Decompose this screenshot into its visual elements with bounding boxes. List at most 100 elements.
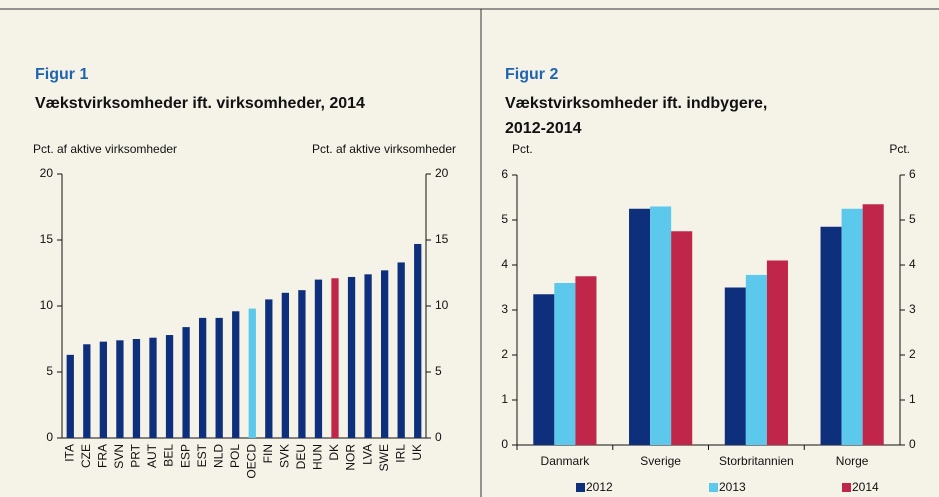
- x-tick-label: FRA: [96, 444, 110, 468]
- y-tick-label: 4: [501, 257, 508, 271]
- bar: [215, 317, 223, 438]
- bar: [331, 278, 339, 438]
- figure-label: Figur 1: [35, 66, 89, 83]
- x-tick-label: ITA: [62, 444, 76, 462]
- bar: [116, 340, 124, 438]
- y-tick-label: 3: [501, 302, 508, 316]
- x-tick-label: HUN: [311, 444, 325, 470]
- y2-tick-label: 5: [909, 212, 916, 226]
- x-tick-label: POL: [228, 444, 242, 468]
- y-tick-label: 6: [501, 167, 508, 181]
- bar: [745, 274, 767, 445]
- x-tick-label: SVN: [112, 444, 126, 469]
- y-axis-label: Pct.: [512, 142, 533, 156]
- bar: [281, 292, 290, 438]
- x-tick-label: IRL: [393, 444, 407, 463]
- y2-tick-label: 5: [435, 364, 442, 378]
- bar: [232, 311, 240, 438]
- bar: [66, 354, 74, 438]
- bar: [629, 208, 651, 445]
- y-tick-label: 5: [46, 364, 53, 378]
- x-tick-label: DK: [327, 444, 341, 461]
- x-tick-label: SVK: [278, 444, 292, 468]
- bar: [650, 206, 672, 445]
- x-tick-label: LVA: [360, 444, 374, 465]
- bar: [298, 290, 306, 438]
- bar: [265, 299, 273, 438]
- bar: [380, 270, 389, 438]
- y2-tick-label: 6: [909, 167, 916, 181]
- x-tick-label: Sverige: [640, 454, 681, 468]
- bar: [364, 274, 372, 438]
- x-tick-label: Norge: [836, 454, 869, 468]
- legend-swatch: [842, 483, 851, 492]
- x-tick-label: FIN: [261, 444, 275, 463]
- figure-label: Figur 2: [505, 66, 559, 83]
- y2-axis-label: Pct.: [889, 142, 910, 156]
- y2-tick-label: 10: [435, 298, 449, 312]
- y-tick-label: 1: [501, 392, 508, 406]
- x-tick-label: ESP: [178, 444, 192, 468]
- y-tick-label: 0: [46, 430, 53, 444]
- legend-label: 2014: [852, 480, 879, 494]
- bar: [132, 339, 141, 438]
- x-tick-label: Danmark: [541, 454, 591, 468]
- bar: [820, 226, 842, 445]
- y2-tick-label: 15: [435, 232, 449, 246]
- chart-title: Vækstvirksomheder ift. indbygere, 2012-2…: [505, 95, 768, 137]
- y-axis-label: Pct. af aktive virksomheder: [33, 142, 177, 156]
- y-tick-label: 15: [40, 232, 54, 246]
- bar: [198, 317, 207, 438]
- bar: [533, 294, 555, 445]
- x-tick-label: AUT: [145, 443, 159, 468]
- bar: [766, 260, 788, 445]
- y2-tick-label: 1: [909, 392, 916, 406]
- y2-tick-label: 4: [909, 257, 916, 271]
- bar: [724, 287, 746, 445]
- x-tick-label: OECD: [244, 444, 258, 479]
- x-tick-label: NOR: [344, 444, 358, 471]
- bar: [149, 337, 157, 438]
- y-tick-label: 2: [501, 347, 508, 361]
- bar: [248, 308, 256, 438]
- bar: [99, 341, 108, 438]
- x-tick-label: BEL: [162, 444, 176, 467]
- y-tick-label: 20: [40, 166, 54, 180]
- y2-tick-label: 20: [435, 166, 449, 180]
- y2-tick-label: 0: [909, 437, 916, 451]
- y-tick-label: 10: [40, 298, 54, 312]
- x-tick-label: CZE: [79, 444, 93, 468]
- legend-swatch: [709, 483, 718, 492]
- bar: [165, 335, 174, 438]
- x-tick-label: PRT: [129, 443, 143, 467]
- bar: [671, 231, 693, 445]
- y2-axis-label: Pct. af aktive virksomheder: [312, 142, 456, 156]
- chart-title: Vækstvirksomheder ift. virksomheder, 201…: [35, 95, 365, 112]
- legend-swatch: [576, 483, 585, 492]
- bar: [841, 208, 863, 445]
- bar: [414, 243, 422, 438]
- y2-tick-label: 0: [435, 430, 442, 444]
- x-tick-label: SWE: [377, 444, 391, 471]
- legend-label: 2013: [719, 480, 746, 494]
- x-tick-label: NLD: [211, 444, 225, 468]
- bar: [575, 276, 597, 445]
- bar: [862, 204, 884, 445]
- legend-label: 2012: [586, 480, 613, 494]
- bar: [182, 327, 190, 438]
- bar: [347, 276, 356, 438]
- x-tick-label: DEU: [294, 444, 308, 469]
- y-tick-label: 5: [501, 212, 508, 226]
- bar: [397, 262, 405, 438]
- x-tick-label: EST: [195, 443, 209, 467]
- x-tick-label: Storbritannien: [719, 454, 794, 468]
- y-tick-label: 0: [501, 437, 508, 451]
- y2-tick-label: 3: [909, 302, 916, 316]
- y2-tick-label: 2: [909, 347, 916, 361]
- x-tick-label: UK: [410, 444, 424, 461]
- bar: [554, 283, 576, 445]
- bar: [83, 344, 91, 438]
- bar: [314, 279, 323, 438]
